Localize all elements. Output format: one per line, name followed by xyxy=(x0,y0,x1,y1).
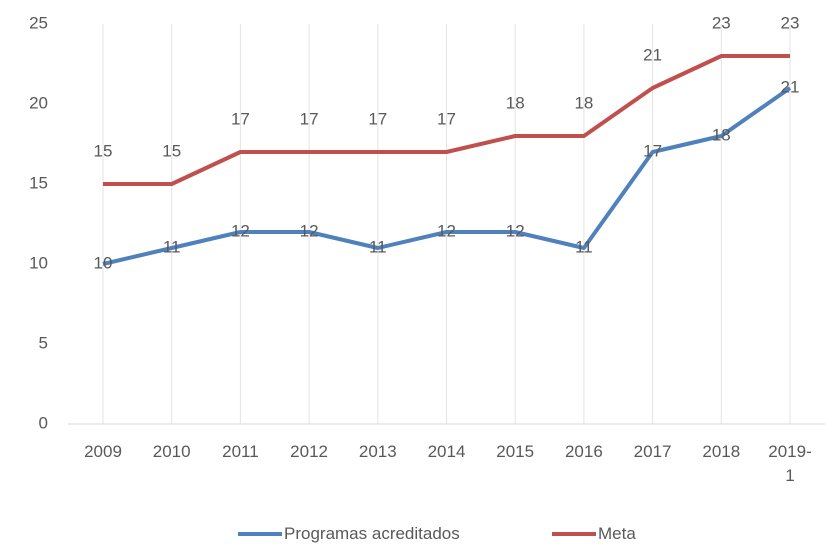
data-label: 12 xyxy=(231,221,250,240)
data-label: 18 xyxy=(506,93,525,112)
data-label: 11 xyxy=(575,237,593,256)
data-label: 23 xyxy=(781,13,800,32)
data-label: 18 xyxy=(574,93,593,112)
legend-swatch xyxy=(552,532,596,536)
legend-item: Meta xyxy=(552,524,636,544)
x-tick-label: 2014 xyxy=(427,442,466,461)
data-label: 12 xyxy=(437,221,456,240)
data-label: 17 xyxy=(231,109,250,128)
y-tick-label: 25 xyxy=(29,13,48,32)
series-line xyxy=(103,54,790,186)
data-label: 10 xyxy=(94,253,113,272)
data-label: 21 xyxy=(643,45,662,64)
y-tick-label: 0 xyxy=(39,413,48,432)
x-tick-label: 2019-1 xyxy=(768,442,812,485)
legend-item: Programas acreditados xyxy=(238,524,460,544)
data-label: 17 xyxy=(437,109,456,128)
data-label: 18 xyxy=(712,125,731,144)
data-label: 15 xyxy=(94,141,113,160)
data-label: 12 xyxy=(506,221,525,240)
data-label: 17 xyxy=(643,141,662,160)
y-tick-label: 20 xyxy=(29,93,48,112)
x-tick-label: 2016 xyxy=(564,442,603,461)
x-tick-label: 2012 xyxy=(290,442,328,461)
data-label: 21 xyxy=(781,77,800,96)
data-label: 15 xyxy=(162,141,181,160)
y-tick-label: 10 xyxy=(29,253,48,272)
y-tick-label: 5 xyxy=(39,333,48,352)
series-line xyxy=(102,86,792,266)
data-label: 12 xyxy=(300,221,319,240)
y-tick-label: 15 xyxy=(29,173,48,192)
legend-label: Meta xyxy=(598,524,636,543)
x-tick-label: 2011 xyxy=(222,442,259,461)
x-tick-label: 2018 xyxy=(702,442,741,461)
data-label: 23 xyxy=(712,13,731,32)
x-tick-label: 2015 xyxy=(496,442,535,461)
legend-swatch xyxy=(238,532,282,536)
x-tick-label: 2009 xyxy=(84,442,122,461)
legend-label: Programas acreditados xyxy=(284,524,460,543)
x-tick-label: 2013 xyxy=(358,442,397,461)
x-tick-label: 2017 xyxy=(633,442,672,461)
x-tick-label: 2010 xyxy=(152,442,191,461)
data-label: 17 xyxy=(368,109,387,128)
data-label: 11 xyxy=(163,237,181,256)
data-label: 17 xyxy=(300,109,319,128)
data-label: 11 xyxy=(369,237,387,256)
